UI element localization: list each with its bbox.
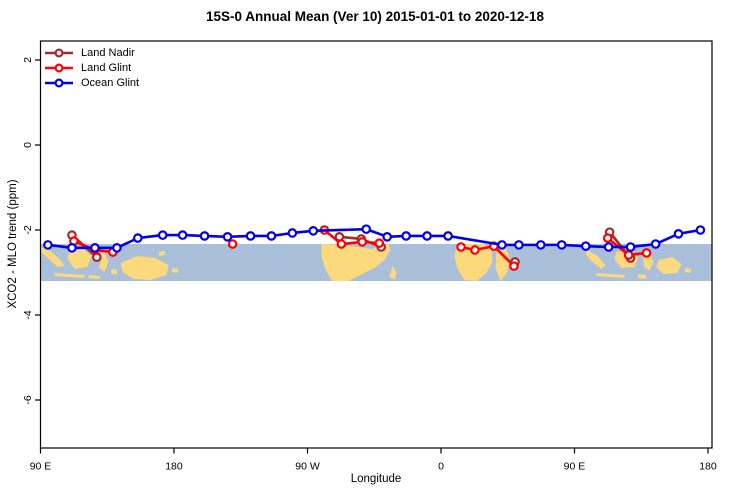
data-point xyxy=(374,238,385,248)
x-tick-label: 90 E xyxy=(564,461,586,473)
series-line xyxy=(46,227,702,250)
legend-swatch-land-glint xyxy=(45,63,73,73)
data-point xyxy=(266,231,277,241)
x-axis-title: Longitude xyxy=(350,473,402,485)
data-point xyxy=(336,239,347,249)
y-tick-label: -4 xyxy=(22,310,34,319)
data-point xyxy=(382,232,392,242)
x-tick-label: 180 xyxy=(699,461,717,473)
x-tick-label: 180 xyxy=(165,461,183,473)
data-point xyxy=(556,240,567,250)
x-tick-label: 90 W xyxy=(295,461,320,473)
data-point xyxy=(509,261,519,271)
data-point xyxy=(227,239,238,249)
land-shapes xyxy=(40,244,692,282)
data-point xyxy=(641,248,652,258)
data-point xyxy=(157,230,168,240)
legend: Land Nadir Land Glint Ocean Glint xyxy=(44,46,139,90)
y-tick-label: 2 xyxy=(22,57,34,63)
data-point xyxy=(177,230,188,240)
data-point xyxy=(67,243,77,253)
data-point xyxy=(497,240,507,250)
data-point xyxy=(357,237,368,247)
data-point xyxy=(623,250,634,260)
data-point xyxy=(308,226,319,236)
data-point xyxy=(695,225,706,235)
legend-label: Land Glint xyxy=(81,62,132,74)
data-point xyxy=(580,241,591,251)
data-point xyxy=(222,232,233,242)
series-line xyxy=(323,228,381,246)
legend-item-land-nadir: Land Nadir xyxy=(44,46,139,60)
legend-label: Land Nadir xyxy=(81,47,135,59)
y-tick-label: -6 xyxy=(22,395,34,404)
data-point xyxy=(602,233,613,243)
data-point xyxy=(361,224,372,234)
legend-swatch-land-nadir xyxy=(45,48,73,58)
plot-border xyxy=(39,40,713,449)
x-axis: 90 E 180 90 W 0 90 E 180 xyxy=(30,448,717,473)
data-point xyxy=(43,240,53,250)
legend-item-ocean-glint: Ocean Glint xyxy=(44,76,139,90)
y-tick-label: 0 xyxy=(22,142,34,148)
map-band xyxy=(40,244,712,282)
y-tick-label: -2 xyxy=(22,225,34,234)
series-line xyxy=(459,244,516,268)
data-point xyxy=(603,242,614,252)
legend-item-land-glint: Land Glint xyxy=(44,61,139,75)
data-point xyxy=(422,231,432,241)
x-tick-label: 90 E xyxy=(30,461,52,473)
data-point xyxy=(401,231,411,241)
data-point xyxy=(673,229,684,239)
data-point xyxy=(199,231,210,241)
data-point xyxy=(536,240,546,250)
data-point xyxy=(112,243,122,253)
legend-label: Ocean Glint xyxy=(81,77,140,89)
x-tick-label: 0 xyxy=(438,461,444,473)
data-point xyxy=(625,242,636,252)
chart-title: 15S-0 Annual Mean (Ver 10) 2015-01-01 to… xyxy=(206,9,544,24)
legend-swatch-ocean-glint xyxy=(45,78,73,88)
data-point xyxy=(514,240,524,250)
data-point xyxy=(287,228,298,238)
y-axis: 2 0 -2 -4 -6 xyxy=(22,57,41,405)
data-point xyxy=(245,231,256,241)
data-point xyxy=(650,239,661,249)
data-point xyxy=(90,243,100,253)
series-ocean-glint xyxy=(43,224,706,253)
data-point xyxy=(456,242,466,252)
data-point xyxy=(133,233,143,243)
data-point xyxy=(470,245,480,255)
data-point xyxy=(443,231,453,241)
